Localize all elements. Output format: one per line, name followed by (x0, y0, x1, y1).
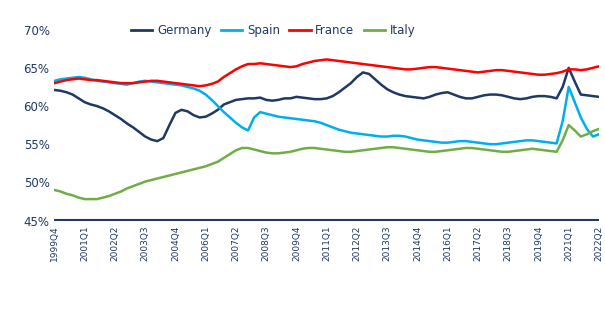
Spain (196, 89, 203, 93)
Italy (595, 127, 603, 131)
Spain (51, 79, 58, 83)
France (190, 83, 197, 87)
Germany (51, 88, 58, 92)
Legend: Germany, Spain, France, Italy: Germany, Spain, France, Italy (131, 24, 416, 37)
Italy (589, 129, 597, 133)
Germany (595, 95, 603, 99)
France (51, 81, 58, 85)
Italy (565, 123, 572, 127)
Italy (517, 148, 524, 152)
France (196, 84, 203, 88)
Line: France: France (54, 60, 599, 86)
Italy (123, 186, 131, 190)
Germany (565, 66, 572, 70)
Spain (184, 85, 191, 89)
Spain (589, 135, 597, 138)
Germany (196, 116, 203, 119)
France (523, 71, 530, 75)
Italy (51, 188, 58, 192)
France (117, 81, 125, 85)
Line: Spain: Spain (54, 77, 599, 144)
Spain (123, 83, 131, 87)
France (595, 65, 603, 68)
Italy (196, 166, 203, 170)
Italy (184, 169, 191, 173)
Line: Italy: Italy (54, 125, 599, 199)
Italy (81, 197, 88, 201)
Italy (371, 147, 379, 151)
Germany (184, 110, 191, 113)
Germany (154, 139, 161, 143)
Germany (517, 97, 524, 101)
France (378, 65, 385, 68)
Spain (371, 134, 379, 138)
France (589, 66, 597, 70)
Spain (523, 139, 530, 142)
Line: Germany: Germany (54, 68, 599, 141)
France (178, 82, 185, 86)
Germany (589, 94, 597, 98)
Spain (486, 142, 494, 146)
Spain (595, 132, 603, 136)
Germany (117, 117, 125, 121)
Spain (75, 75, 82, 79)
Germany (371, 77, 379, 81)
France (323, 58, 330, 61)
